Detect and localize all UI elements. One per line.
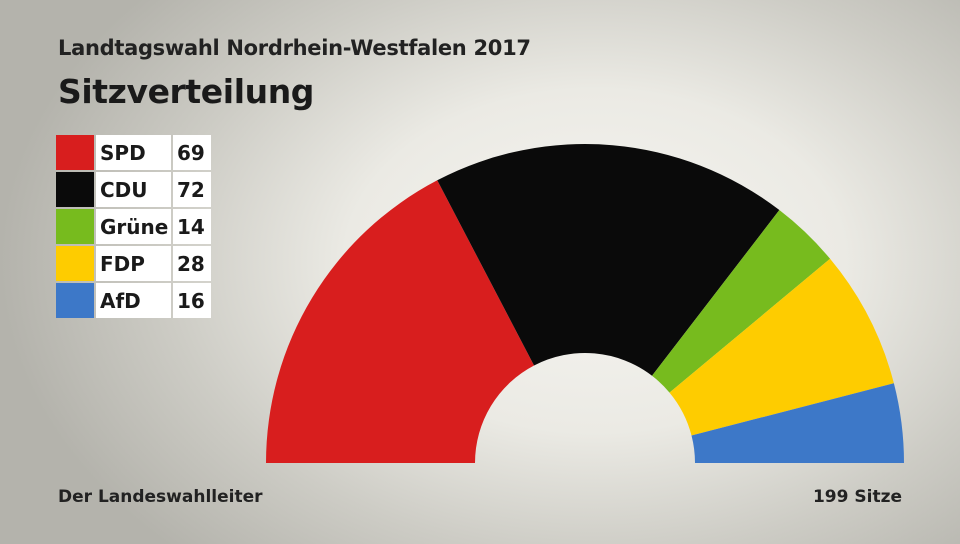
legend-swatch-fdp xyxy=(56,246,94,281)
legend-value-spd: 69 xyxy=(173,135,211,170)
chart-title: Sitzverteilung xyxy=(58,72,315,111)
legend: SPD 69 CDU 72 Grüne 14 FDP 28 AfD 16 xyxy=(56,135,211,318)
seat-segment-cdu xyxy=(437,144,780,376)
legend-item-fdp: FDP 28 xyxy=(56,246,211,281)
seat-segment-grne xyxy=(652,210,831,393)
source-note: Der Landeswahlleiter xyxy=(58,487,263,507)
legend-item-cdu: CDU 72 xyxy=(56,172,211,207)
legend-label-fdp: FDP xyxy=(96,246,171,281)
legend-swatch-spd xyxy=(56,135,94,170)
legend-swatch-gruene xyxy=(56,209,94,244)
legend-item-spd: SPD 69 xyxy=(56,135,211,170)
chart-subtitle: Landtagswahl Nordrhein-Westfalen 2017 xyxy=(58,36,531,60)
legend-value-afd: 16 xyxy=(173,283,211,318)
total-seats-label: 199 Sitze xyxy=(812,487,902,507)
legend-item-gruene: Grüne 14 xyxy=(56,209,211,244)
seat-segment-spd xyxy=(266,180,535,463)
legend-value-gruene: 14 xyxy=(173,209,211,244)
legend-label-gruene: Grüne xyxy=(96,209,171,244)
legend-label-cdu: CDU xyxy=(96,172,171,207)
legend-value-fdp: 28 xyxy=(173,246,211,281)
legend-swatch-cdu xyxy=(56,172,94,207)
seat-segment-fdp xyxy=(669,258,894,436)
legend-label-spd: SPD xyxy=(96,135,171,170)
legend-value-cdu: 72 xyxy=(173,172,211,207)
legend-label-afd: AfD xyxy=(96,283,171,318)
seat-segment-afd xyxy=(691,383,904,463)
legend-item-afd: AfD 16 xyxy=(56,283,211,318)
legend-swatch-afd xyxy=(56,283,94,318)
